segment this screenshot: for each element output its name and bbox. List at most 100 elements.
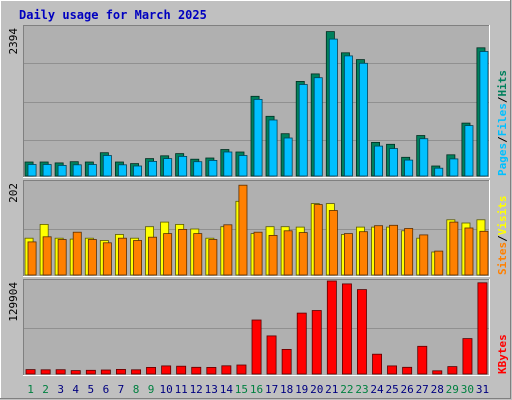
y-max-label: 2394 — [7, 28, 20, 55]
sites-bar — [42, 236, 52, 276]
files-bar — [133, 165, 143, 177]
kbytes-bar — [236, 364, 247, 375]
kbytes-bar — [311, 310, 322, 375]
day-label: 24 — [370, 383, 384, 396]
kbytes-bar — [281, 348, 292, 375]
day-label: 16 — [250, 383, 263, 396]
chart-title: Daily usage for March 2025 — [19, 8, 207, 22]
files-bar — [419, 138, 429, 177]
sites-bar — [479, 230, 489, 276]
day-label: 3 — [57, 383, 64, 396]
legend-separator: / — [496, 235, 509, 242]
legend-entry-visits: Visits — [496, 196, 509, 236]
sites-bar — [102, 242, 112, 276]
sites-bar — [72, 231, 82, 276]
sites-bar — [27, 241, 37, 276]
day-label: 10 — [159, 383, 172, 396]
files-bar — [42, 164, 52, 177]
chart-panels: 2394Pages/Files/Hits202Sites/Visits12990… — [7, 25, 509, 376]
day-label: 15 — [235, 383, 248, 396]
day-label: 29 — [446, 383, 459, 396]
sites-bar — [268, 234, 278, 276]
files-bar — [374, 145, 384, 177]
legend-entry-hits: Hits — [496, 70, 509, 97]
sites-bar — [238, 184, 248, 276]
files-bar — [343, 55, 353, 177]
day-label: 26 — [400, 383, 413, 396]
day-label: 7 — [118, 383, 125, 396]
day-label: 1 — [27, 383, 34, 396]
panel-legend: KBytes — [496, 334, 509, 374]
files-bar — [87, 164, 97, 177]
sites-bar — [434, 250, 444, 276]
kbytes-bar — [70, 370, 81, 375]
day-label: 2 — [42, 383, 49, 396]
sites-bar — [208, 239, 218, 276]
files-bar — [163, 158, 173, 177]
kbytes-bar — [266, 335, 277, 375]
kbytes-bar — [462, 338, 473, 375]
kbytes-bar — [221, 365, 232, 375]
day-label: 22 — [340, 383, 353, 396]
kbytes-bar — [251, 319, 262, 375]
sites-bar — [253, 231, 263, 276]
sites-bar — [298, 232, 308, 276]
legend-entry-pages: Pages — [496, 143, 509, 176]
files-bar — [479, 51, 489, 177]
sites-bar — [419, 234, 429, 276]
sites-bar — [148, 236, 158, 276]
files-bar — [102, 155, 112, 177]
day-label: 27 — [416, 383, 429, 396]
legend-entry-files: Files — [496, 103, 509, 136]
files-bar — [27, 164, 37, 177]
sites-bar — [178, 228, 188, 276]
sites-bar — [358, 231, 368, 276]
kbytes-bar — [477, 282, 488, 375]
panel-legend: Sites/Visits — [496, 196, 509, 276]
day-label: 12 — [190, 383, 203, 396]
day-label: 25 — [385, 383, 398, 396]
sites-bar — [133, 240, 143, 276]
files-bar — [298, 84, 308, 177]
kbytes-bar — [417, 345, 428, 375]
kbytes-bar — [176, 365, 187, 375]
day-label: 17 — [265, 383, 278, 396]
files-bar — [434, 167, 444, 177]
files-bar — [358, 62, 368, 177]
kbytes-bar — [191, 366, 202, 375]
files-bar — [389, 148, 399, 177]
files-bar — [57, 164, 67, 177]
legend-separator: / — [496, 96, 509, 103]
sites-bar — [223, 224, 233, 276]
day-label: 20 — [310, 383, 323, 396]
kbytes-bar — [356, 289, 367, 375]
kbytes-bar — [296, 312, 307, 375]
files-bar — [72, 164, 82, 177]
day-label: 8 — [133, 383, 140, 396]
day-label: 19 — [295, 383, 308, 396]
kbytes-bar — [25, 369, 36, 375]
files-bar — [313, 77, 323, 177]
kbytes-bar — [55, 369, 66, 375]
kbytes-bar — [100, 369, 111, 375]
day-label: 31 — [476, 383, 489, 396]
day-label: 28 — [431, 383, 444, 396]
kbytes-bar — [402, 366, 413, 375]
sites-bar — [374, 225, 384, 276]
kbytes-bar — [341, 283, 352, 375]
sites-bar — [449, 221, 459, 276]
day-label: 9 — [148, 383, 155, 396]
day-label: 30 — [461, 383, 474, 396]
sites-bar — [389, 224, 399, 276]
sites-bar — [283, 230, 293, 276]
kbytes-bar — [206, 366, 217, 375]
files-bar — [404, 159, 414, 177]
sites-bar — [163, 233, 173, 276]
files-bar — [178, 155, 188, 177]
kbytes-bar — [116, 368, 126, 375]
sites-bar — [464, 227, 474, 276]
sites-bar — [328, 210, 338, 276]
kbytes-bar — [161, 365, 172, 375]
day-label: 6 — [103, 383, 110, 396]
day-label: 21 — [325, 383, 338, 396]
